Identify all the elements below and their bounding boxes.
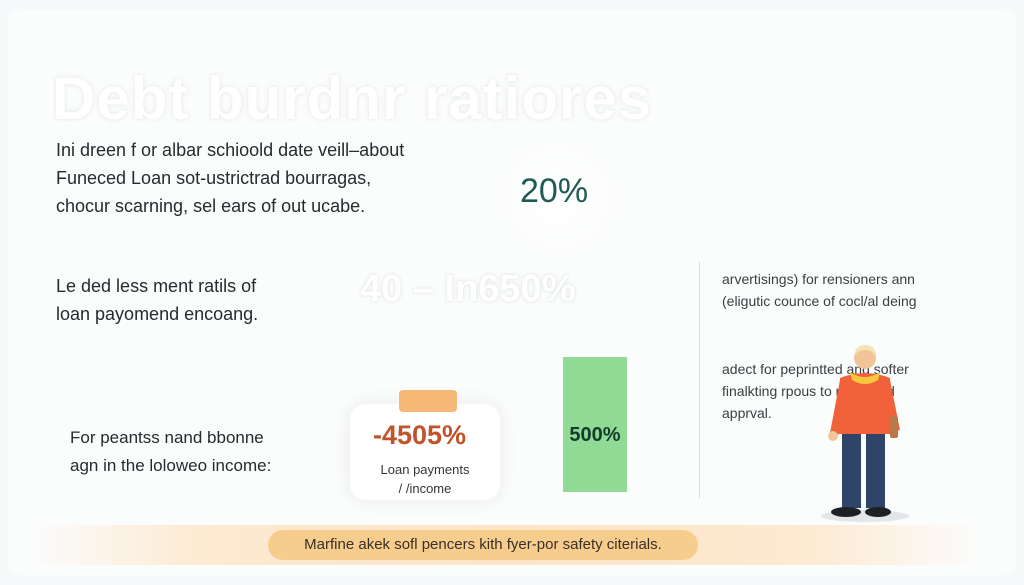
- right-line: apprval.: [722, 405, 772, 421]
- right-line: arvertisings) for rensioners ann: [722, 271, 915, 287]
- orange-tag: [399, 390, 457, 412]
- section-three-line: For peantss nand bbonne: [70, 428, 264, 447]
- intro-line: Ini dreen f or albar schioold date veill…: [56, 140, 405, 160]
- stat-top-value: 20%: [520, 172, 589, 210]
- right-block-one: arvertisings) for rensioners ann (eligut…: [722, 268, 917, 312]
- intro-line: chocur scarning, sel ears of out ucabe.: [56, 196, 366, 216]
- ratio-card: [350, 404, 500, 500]
- stat-range-value: 40 – In650%: [360, 268, 576, 310]
- intro-line: Funeced Loan sot-ustrictrad bourragas,: [56, 168, 372, 188]
- column-divider: [699, 262, 700, 498]
- section-two-line: loan payomend encoang.: [56, 304, 259, 324]
- section-two-line: Le ded less ment ratils of: [56, 276, 257, 296]
- section-two-paragraph: Le ded less ment ratils of loan payomend…: [56, 272, 258, 328]
- right-line: (eligutic counce of cocl/al deing: [722, 293, 917, 309]
- page-title: Debt burdnr ratiores: [52, 65, 653, 132]
- banner-pill: [268, 530, 698, 560]
- card-label: Loan payments / /income: [350, 460, 500, 498]
- green-bar: [563, 357, 627, 492]
- section-three-paragraph: For peantss nand bbonne agn in the lolow…: [70, 424, 271, 480]
- intro-paragraph: Ini dreen f or albar schioold date veill…: [56, 136, 404, 220]
- elderly-person-illustration: [821, 344, 909, 522]
- section-three-line: agn in the loloweo income:: [70, 456, 272, 475]
- card-value: -4505%: [373, 420, 467, 450]
- banner-text: Marfine akek sofl pencers kith fyer-por …: [304, 536, 662, 553]
- green-bar-label: 500%: [569, 424, 621, 446]
- card-label-line: / /income: [398, 481, 452, 496]
- card-label-line: Loan payments: [380, 462, 470, 477]
- stat-halo: [488, 142, 628, 252]
